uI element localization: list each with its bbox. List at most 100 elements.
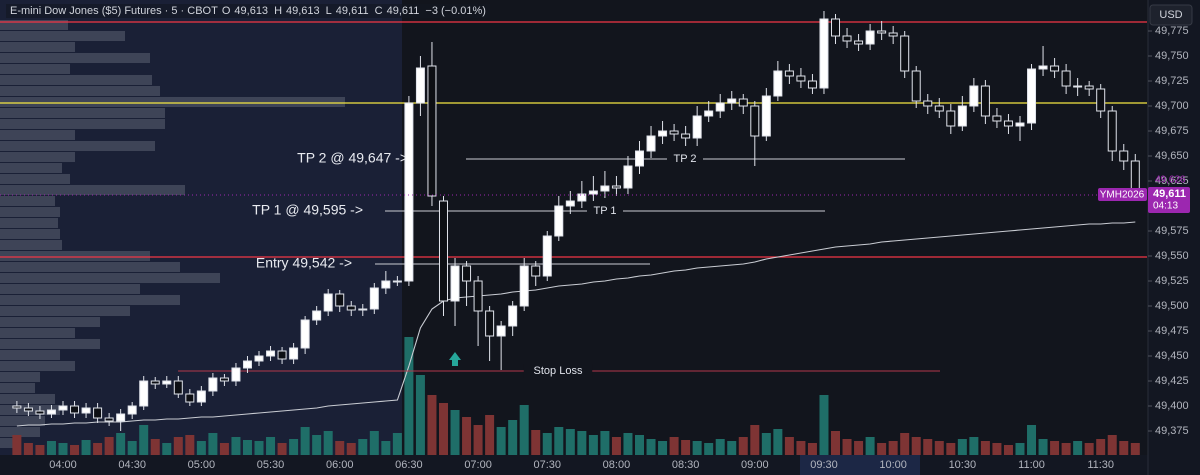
profile-bar (0, 75, 152, 85)
x-tick-label: 10:30 (949, 459, 977, 471)
candle-body (635, 150, 644, 167)
candle-body (104, 417, 114, 422)
ohlc-key: C (374, 5, 383, 17)
candle-body (600, 185, 610, 192)
candle-body (346, 305, 356, 311)
x-tick-label: 04:30 (118, 459, 146, 471)
candle-body (1050, 65, 1060, 72)
volume-bar (462, 417, 472, 455)
volume-bar (231, 437, 241, 455)
countdown: 04:13 (1153, 201, 1178, 212)
candle-body (807, 80, 817, 89)
volume-bar (23, 443, 33, 455)
volume-bar (346, 443, 356, 455)
profile-bar (0, 317, 100, 327)
target-note: TP 1 @ 49,595 -> (252, 202, 363, 218)
candle-body (969, 85, 979, 107)
candle-body (588, 190, 598, 195)
candle-body (704, 110, 714, 117)
y-tick-label: 49,775 (1155, 25, 1189, 37)
volume-bar (1003, 445, 1013, 455)
candle-body (1084, 85, 1094, 90)
vwap-line (16, 221, 1136, 427)
volume-bar (312, 435, 322, 455)
y-tick-label: 49,725 (1155, 75, 1189, 87)
volume-bar (531, 430, 541, 455)
profile-bar (0, 251, 150, 261)
volume-bar (715, 439, 725, 455)
candle-body (611, 185, 621, 189)
ohlc-value: 49,613 (234, 5, 269, 17)
candle-body (381, 280, 391, 289)
volume-bar (104, 437, 114, 455)
candle-body (116, 413, 126, 422)
profile-bar (0, 229, 60, 239)
volume-bar (254, 441, 264, 455)
volume-bar (1107, 435, 1117, 455)
volume-bar (438, 403, 448, 455)
candle-body (415, 67, 425, 104)
volume-bar (946, 443, 956, 455)
candle-body (1119, 150, 1129, 162)
volume-bar (761, 433, 771, 455)
ohlc-value: 49,613 (286, 5, 320, 17)
profile-bar (0, 284, 140, 294)
volume-bar (611, 437, 621, 455)
candle-body (750, 105, 760, 137)
volume-bar (242, 440, 252, 455)
volume-bar (1096, 439, 1106, 455)
candle-body (1027, 68, 1037, 124)
y-tick-label: 49,750 (1155, 50, 1189, 62)
ohlc-key: L (325, 5, 332, 17)
target-label: TP 1 (593, 205, 616, 217)
profile-bar (0, 218, 58, 228)
profile-bar (0, 108, 165, 118)
profile-bar (0, 372, 40, 382)
volume-bar (277, 443, 287, 455)
currency-button[interactable] (1149, 4, 1193, 26)
candle-body (715, 102, 725, 112)
volume-bar (888, 441, 898, 455)
candle-body (946, 110, 956, 127)
volume-bar (865, 437, 875, 455)
x-tick-label: 08:00 (603, 459, 631, 471)
profile-bar (0, 86, 160, 96)
candle-body (277, 350, 287, 360)
candle-body (761, 95, 771, 137)
x-tick-label: 11:00 (1018, 459, 1045, 471)
volume-bar (923, 439, 933, 455)
volume-bar (266, 437, 276, 455)
volume-bar (46, 441, 56, 455)
target-label-bg (523, 364, 593, 378)
profile-bar (0, 97, 345, 107)
x-tick-label: 10:00 (879, 459, 907, 471)
profile-bar (0, 163, 62, 173)
profile-bar (0, 31, 125, 41)
volume-bar (35, 445, 45, 455)
candle-body (646, 135, 656, 152)
candle-body (485, 310, 495, 337)
volume-bar (704, 443, 714, 455)
time-range-highlight (800, 455, 920, 475)
volume-bar (669, 437, 679, 455)
x-tick-label: 07:00 (464, 459, 492, 471)
volume-bar (1084, 443, 1094, 455)
volume-bar (219, 443, 229, 455)
volume-bar (750, 425, 760, 455)
candle-body (231, 367, 241, 382)
candle-body (854, 40, 864, 45)
volume-bar (577, 431, 587, 455)
profile-bar (0, 196, 55, 206)
profile-bar (0, 328, 75, 338)
symbol-tag (1098, 188, 1147, 201)
x-tick-label: 05:30 (257, 459, 285, 471)
volume-bar (185, 435, 195, 455)
volume-bar (81, 440, 91, 455)
symbol-tag-text: YMH2026 (1100, 190, 1145, 201)
candle-body (358, 308, 368, 311)
prev-price-label: 49,626 (1155, 175, 1186, 186)
candle-body (669, 130, 679, 135)
volume-bar (1027, 425, 1037, 455)
volume-bar (519, 405, 529, 455)
